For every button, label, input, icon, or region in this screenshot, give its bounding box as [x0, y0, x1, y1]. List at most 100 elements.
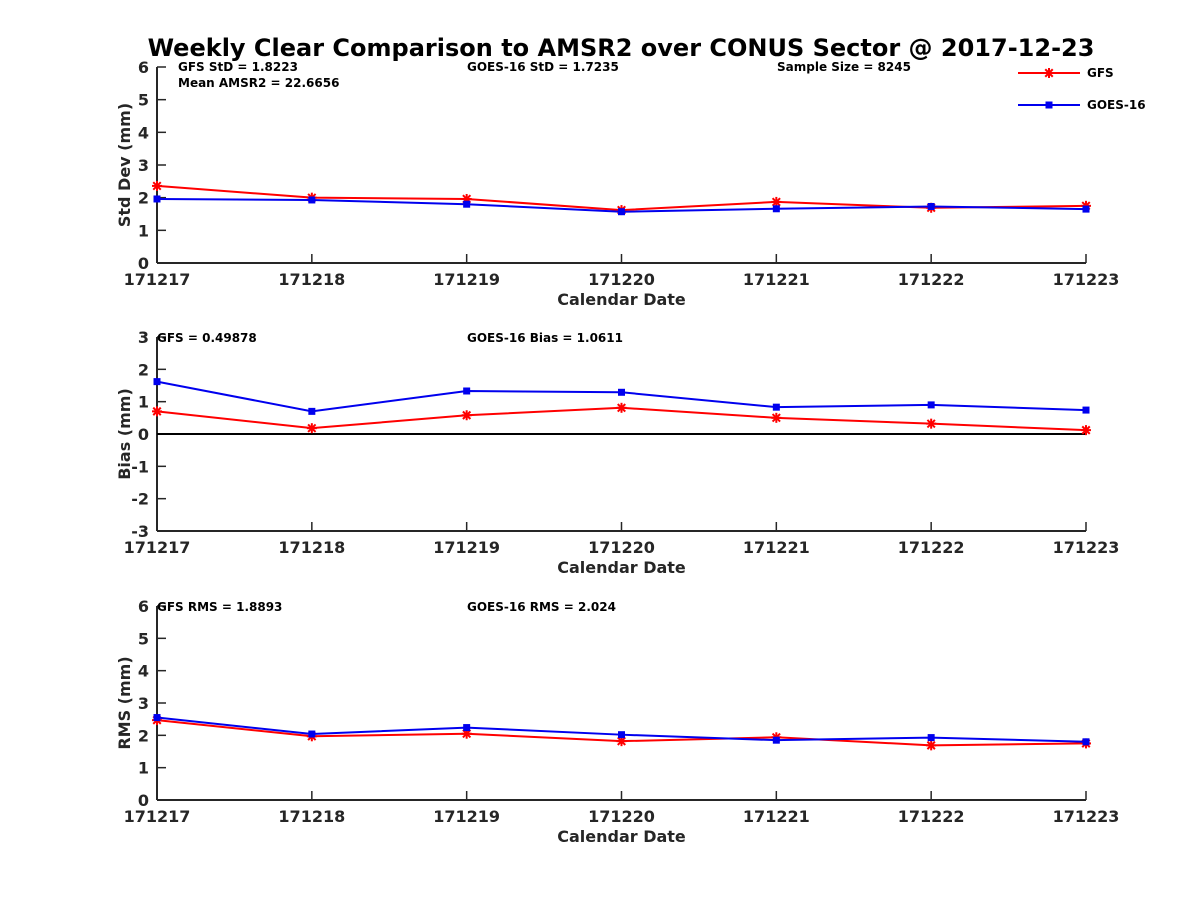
y-axis-label: Bias (mm)	[115, 388, 134, 480]
x-tick-label: 171218	[278, 270, 345, 289]
data-point	[461, 410, 472, 421]
y-tick-label: 6	[138, 597, 149, 616]
data-point	[926, 418, 937, 429]
panel-rms: 0 1 2 3 4 5 6 171217 171218 171219 171220 171221 171…	[115, 597, 1119, 846]
x-tick-label: 171221	[743, 538, 810, 557]
data-point	[152, 406, 162, 417]
x-tick-label: 171223	[1053, 807, 1120, 826]
legend: GFS GOES-16	[1018, 66, 1146, 112]
series-goes-16	[153, 714, 1090, 746]
legend-label: GFS	[1087, 66, 1114, 80]
data-point	[927, 202, 935, 210]
x-tick-label: 171223	[1053, 270, 1120, 289]
panel-bias: -3 -2 -1 0 1 2 3 171217 171218 171219 171220 171221…	[115, 328, 1119, 577]
x-tick-label: 171221	[743, 270, 810, 289]
y-tick-label: 2	[138, 726, 149, 745]
x-tick-label: 171220	[588, 270, 655, 289]
data-point	[1082, 738, 1090, 746]
data-point	[927, 734, 935, 742]
data-point	[772, 736, 780, 744]
x-tick-label: 171221	[743, 807, 810, 826]
y-tick-label: 3	[138, 328, 149, 347]
data-point	[308, 407, 316, 415]
data-point	[927, 401, 935, 409]
stat-annotation: GFS StD = 1.8223	[178, 60, 298, 74]
legend-label: GOES-16	[1087, 98, 1146, 112]
data-point	[1081, 425, 1091, 436]
x-tick-label: 171217	[124, 807, 191, 826]
stat-annotation: Sample Size = 8245	[777, 60, 911, 74]
data-point	[306, 423, 317, 434]
data-point	[153, 714, 161, 722]
y-tick-label: 2	[138, 360, 149, 379]
y-tick-label: 0	[138, 254, 149, 273]
series-gfs	[152, 402, 1091, 436]
data-point	[618, 388, 625, 396]
y-tick-label: 1	[138, 221, 149, 240]
y-tick-label: -3	[131, 522, 149, 541]
x-axis-label: Calendar Date	[557, 827, 686, 846]
data-point	[463, 387, 471, 395]
stat-annotation: GOES-16 Bias = 1.0611	[467, 331, 623, 345]
legend-entry-gfs: GFS	[1018, 66, 1114, 80]
data-point	[1082, 406, 1090, 414]
y-tick-label: 4	[138, 662, 149, 681]
x-tick-label: 171218	[278, 807, 345, 826]
x-tick-label: 171218	[278, 538, 345, 557]
x-axis-label: Calendar Date	[557, 290, 686, 309]
data-point	[463, 200, 471, 208]
stat-annotation: GFS = 0.49878	[157, 331, 257, 345]
y-tick-label: 6	[138, 58, 149, 77]
data-point	[618, 731, 625, 739]
legend-entry-goes-16: GOES-16	[1018, 98, 1146, 112]
y-tick-label: 3	[138, 156, 149, 175]
x-tick-label: 171219	[433, 270, 500, 289]
y-tick-label: 0	[138, 791, 149, 810]
data-point	[152, 180, 162, 191]
x-tick-label: 171219	[433, 807, 500, 826]
x-tick-label: 171222	[898, 270, 965, 289]
stat-annotation: GOES-16 RMS = 2.024	[467, 600, 616, 614]
series-goes-16	[153, 195, 1090, 216]
y-tick-label: 1	[138, 759, 149, 778]
stat-annotation: GOES-16 StD = 1.7235	[467, 60, 619, 74]
x-tick-label: 171220	[588, 807, 655, 826]
data-point	[616, 402, 627, 413]
data-point	[153, 378, 161, 386]
data-point	[463, 724, 471, 732]
y-tick-label: -2	[131, 490, 149, 509]
x-tick-label: 171222	[898, 807, 965, 826]
x-axis-label: Calendar Date	[557, 558, 686, 577]
data-point	[772, 205, 780, 213]
chart-title: Weekly Clear Comparison to AMSR2 over CO…	[148, 34, 1095, 62]
data-point	[1082, 205, 1090, 213]
x-tick-label: 171219	[433, 538, 500, 557]
stat-annotation: Mean AMSR2 = 22.6656	[178, 76, 339, 90]
y-axis-label: Std Dev (mm)	[115, 103, 134, 227]
y-tick-label: 0	[138, 425, 149, 444]
y-tick-label: 1	[138, 393, 149, 412]
data-point	[771, 412, 782, 423]
y-tick-label: 3	[138, 694, 149, 713]
y-axis-label: RMS (mm)	[115, 656, 134, 749]
data-point	[308, 196, 316, 204]
legend-marker	[1045, 101, 1053, 109]
y-tick-label: 4	[138, 123, 149, 142]
panels: 0 1 2 3 4 5 6 171217 171218 171219 171220 171221 171…	[115, 58, 1119, 846]
data-point	[618, 208, 625, 216]
y-tick-label: -1	[131, 457, 149, 476]
stat-annotation: GFS RMS = 1.8893	[157, 600, 282, 614]
data-point	[771, 196, 782, 207]
y-tick-label: 5	[138, 91, 149, 110]
data-point	[926, 740, 937, 751]
series-goes-16	[153, 378, 1090, 415]
data-point	[153, 195, 161, 203]
panel-std: 0 1 2 3 4 5 6 171217 171218 171219 171220 171221 171…	[115, 58, 1119, 309]
x-tick-label: 171217	[124, 270, 191, 289]
x-tick-label: 171220	[588, 538, 655, 557]
y-tick-label: 2	[138, 189, 149, 208]
data-point	[308, 730, 316, 738]
x-tick-label: 171223	[1053, 538, 1120, 557]
x-tick-label: 171222	[898, 538, 965, 557]
